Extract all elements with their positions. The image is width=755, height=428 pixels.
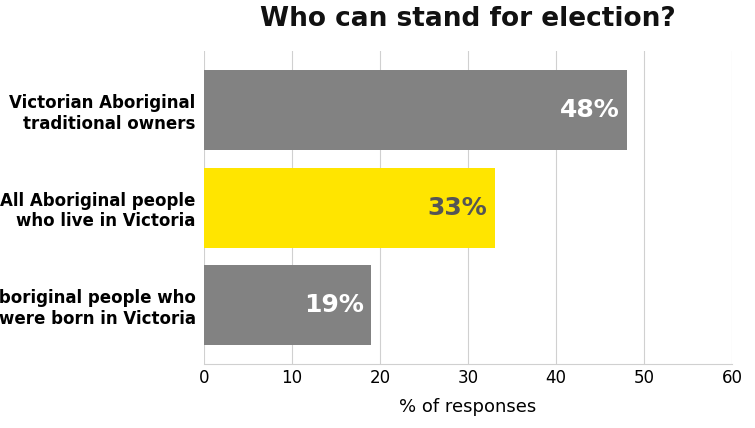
Bar (204, 265, 371, 345)
Bar (204, 70, 627, 150)
Text: 48%: 48% (560, 98, 620, 122)
Text: 19%: 19% (304, 293, 364, 317)
Title: Who can stand for election?: Who can stand for election? (260, 6, 676, 33)
Text: 33%: 33% (428, 196, 488, 220)
X-axis label: % of responses: % of responses (399, 398, 537, 416)
Bar (204, 167, 495, 248)
